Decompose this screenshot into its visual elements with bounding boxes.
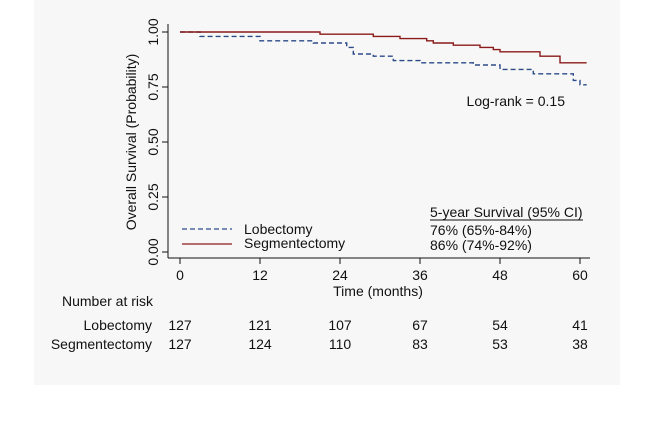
risk-value: 53 (492, 336, 508, 352)
risk-value: 83 (412, 336, 428, 352)
x-tick-label: 36 (412, 267, 428, 283)
survival-summary: 5-year Survival (95% CI) 76% (65%-84%) 8… (430, 204, 583, 253)
risk-value: 67 (412, 317, 428, 333)
survival-summary-row-lobectomy: 76% (65%-84%) (430, 222, 532, 238)
y-axis-label: Overall Survival (Probability) (123, 54, 139, 231)
risk-value: 54 (492, 317, 508, 333)
legend-label-lobectomy: Lobectomy (244, 221, 312, 237)
series-lines (180, 31, 587, 86)
risk-table-title: Number at risk (62, 293, 154, 309)
axes (167, 24, 590, 259)
chart-background (34, 0, 620, 385)
survival-summary-row-segmentectomy: 86% (74%-92%) (430, 237, 532, 253)
survival-summary-header: 5-year Survival (95% CI) (430, 204, 583, 220)
risk-value: 121 (248, 317, 272, 333)
x-tick-label: 24 (332, 267, 348, 283)
y-tick-label: 0.25 (145, 183, 161, 210)
risk-value: 41 (572, 317, 588, 333)
log-rank-annotation: Log-rank = 0.15 (467, 93, 566, 109)
x-axis-label: Time (months) (333, 283, 423, 299)
series-line-segmentectomy (180, 31, 587, 64)
risk-value: 38 (572, 336, 588, 352)
x-tick-label: 0 (176, 267, 184, 283)
risk-value: 107 (328, 317, 352, 333)
risk-row-label-lobectomy: Lobectomy (84, 317, 152, 333)
legend: Lobectomy Segmentectomy (182, 221, 345, 251)
y-tick-label: 0.75 (145, 73, 161, 100)
risk-values: 127 121 107 67 54 41 127 124 110 83 53 38 (168, 317, 588, 352)
x-tick-label: 12 (252, 267, 268, 283)
risk-table: Number at risk Lobectomy Segmentectomy 1… (51, 293, 588, 352)
x-tick-label: 48 (492, 267, 508, 283)
risk-row-label-segmentectomy: Segmentectomy (51, 336, 152, 352)
y-tick-label: 0.00 (145, 238, 161, 265)
risk-value: 110 (329, 336, 352, 352)
risk-value: 124 (248, 336, 272, 352)
risk-value: 127 (168, 317, 192, 333)
risk-value: 127 (168, 336, 192, 352)
ticks: 0 12 24 36 48 60 0.00 0.25 0.50 0.75 1.00 (145, 18, 588, 283)
legend-label-segmentectomy: Segmentectomy (244, 235, 345, 251)
y-tick-label: 0.50 (145, 128, 161, 155)
x-tick-label: 60 (572, 267, 588, 283)
y-tick-label: 1.00 (145, 18, 161, 45)
series-line-lobectomy (180, 31, 587, 86)
